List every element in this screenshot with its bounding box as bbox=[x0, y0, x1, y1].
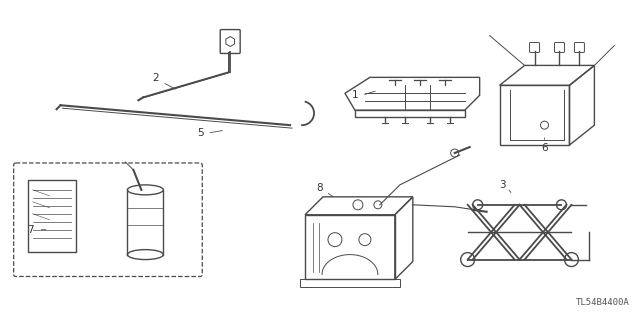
Text: TL54B4400A: TL54B4400A bbox=[575, 298, 629, 307]
Text: 1: 1 bbox=[351, 90, 358, 100]
Text: 7: 7 bbox=[28, 225, 34, 235]
Text: 2: 2 bbox=[152, 73, 159, 83]
Text: 5: 5 bbox=[197, 128, 204, 138]
Text: 3: 3 bbox=[499, 180, 506, 190]
Text: 8: 8 bbox=[317, 183, 323, 193]
Text: 6: 6 bbox=[541, 143, 548, 153]
